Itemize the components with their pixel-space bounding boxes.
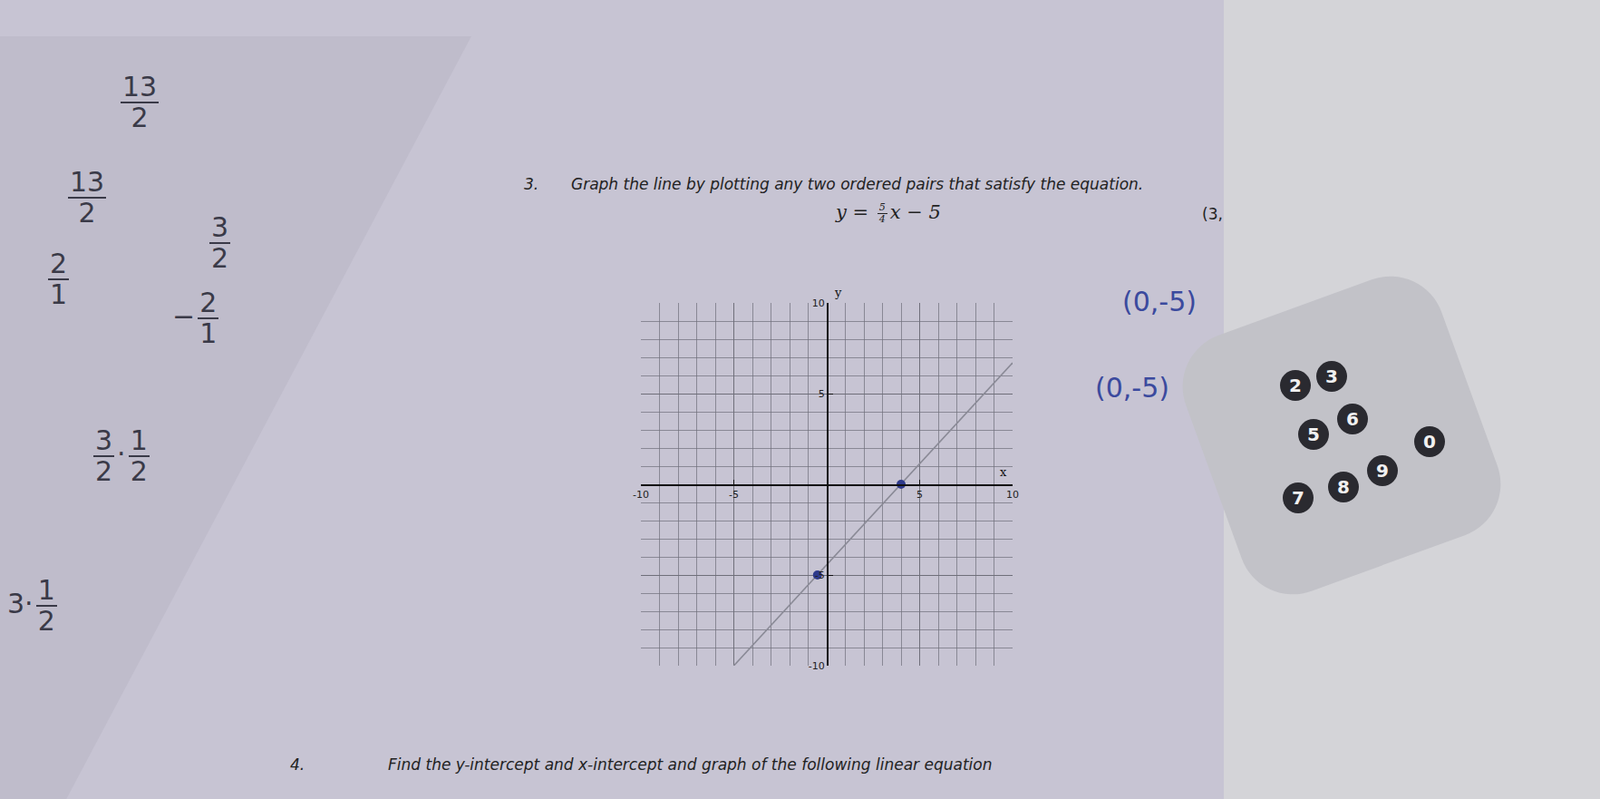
html-text:Graph the line by plotting any: Graph the line by plotting any two order… <box>571 174 1144 194</box>
svg-text:5: 5 <box>916 488 923 501</box>
html-text:2: 2 <box>130 101 149 133</box>
html-text:5: 5 <box>1307 423 1320 446</box>
html-text:3 ·1: 3 ·1 <box>7 573 56 620</box>
html-text:13: 13 <box>69 165 105 198</box>
html-text:6: 6 <box>1346 407 1359 430</box>
html-text:−2: −2 <box>172 286 217 332</box>
html-text:Find the y-intercept and x-int: Find the y-intercept and x-intercept and… <box>387 755 993 774</box>
html-text:7: 7 <box>1291 486 1305 509</box>
html-text:(0,-5): (0,-5) <box>1122 285 1197 318</box>
svg-text:10: 10 <box>1006 488 1019 501</box>
html-text:·1: ·1 <box>117 424 148 470</box>
svg-text:x: x <box>999 465 1008 479</box>
html-text:0: 0 <box>1423 430 1436 453</box>
html-text:3.: 3. <box>523 174 539 194</box>
html-text:2: 2 <box>1289 374 1302 397</box>
html-text:2: 2 <box>37 604 56 636</box>
html-text:y = 5: y = 5 <box>835 201 886 224</box>
svg-text:-5: -5 <box>814 569 825 582</box>
svg-text:10: 10 <box>812 297 825 310</box>
svg-text:-10: -10 <box>632 488 650 501</box>
html-text:3: 3 <box>1325 365 1339 388</box>
html-text:3: 3 <box>211 211 229 243</box>
html-text:4.: 4. <box>290 755 305 774</box>
html-text:2: 2 <box>49 247 68 280</box>
html-text:2: 2 <box>95 454 113 487</box>
html-text:8: 8 <box>1337 475 1350 498</box>
svg-text:y: y <box>833 285 843 300</box>
svg-text:-10: -10 <box>808 659 825 672</box>
html-text:4 x − 5: 4 x − 5 <box>879 201 941 225</box>
html-text:2: 2 <box>78 196 96 228</box>
html-text:2: 2 <box>211 241 229 274</box>
html-text:13: 13 <box>122 70 158 103</box>
html-text:3: 3 <box>95 424 113 456</box>
svg-text:-5: -5 <box>728 488 739 501</box>
html-text:2: 2 <box>130 454 148 487</box>
svg-text:5: 5 <box>818 387 825 400</box>
html-text:(3,: (3, <box>1202 204 1223 224</box>
html-text:(0,-5): (0,-5) <box>1095 371 1170 404</box>
html-text:1: 1 <box>49 277 68 310</box>
html-text:1: 1 <box>199 316 217 349</box>
html-text:9: 9 <box>1376 459 1389 482</box>
